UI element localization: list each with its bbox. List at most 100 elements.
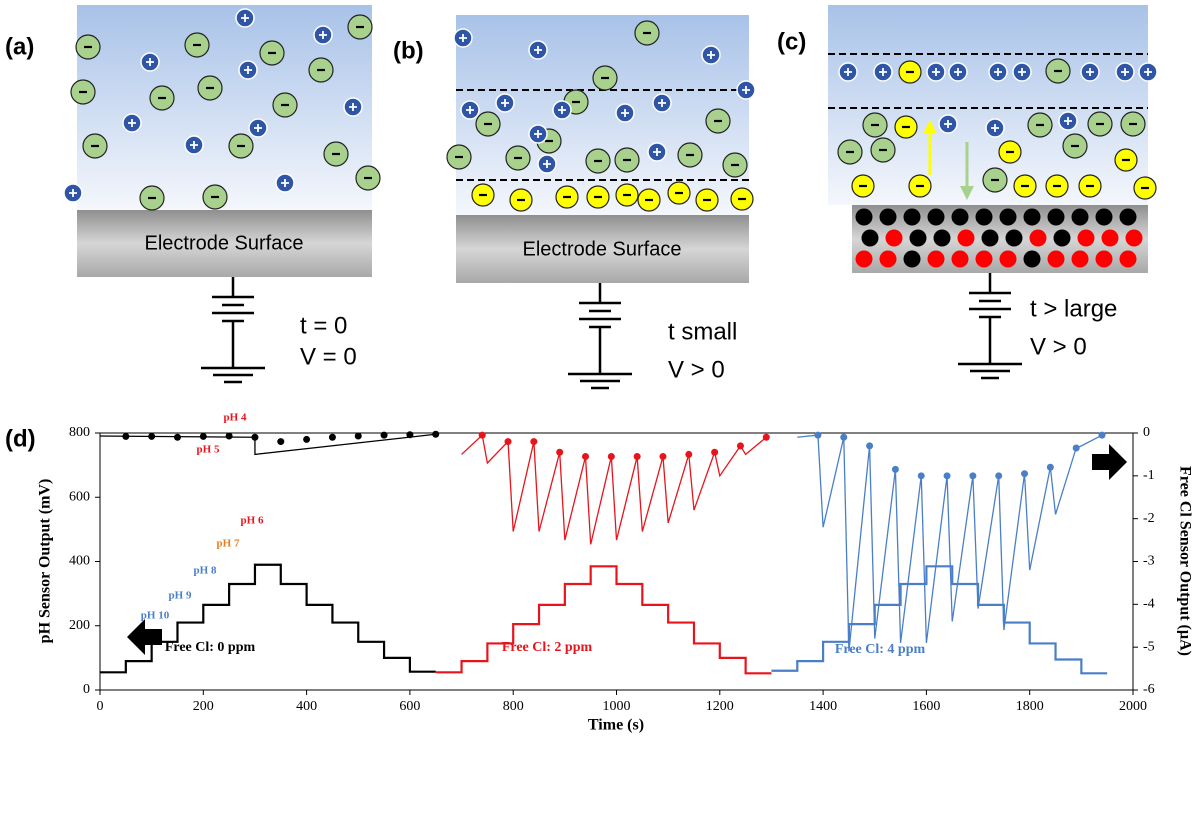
x-tick-label: 2000 — [1119, 699, 1147, 714]
x-tick-label: 1800 — [1016, 699, 1044, 714]
panel-label: (b) — [393, 37, 424, 64]
current-peak — [659, 453, 666, 460]
electrode-atom — [1102, 230, 1119, 247]
condition: V = 0 — [300, 343, 357, 370]
current-peak — [711, 449, 718, 456]
electrode-atom — [880, 209, 897, 226]
x-tick-label: 800 — [503, 699, 524, 714]
electrode-atom — [952, 209, 969, 226]
current-peak — [944, 472, 951, 479]
x-tick-label: 400 — [296, 699, 317, 714]
arrow-left — [127, 619, 162, 655]
figure: Electrode Surface (a) t = 0 V = 0 Electr… — [0, 0, 1197, 835]
current-peak — [505, 438, 512, 445]
electrode-atom — [1048, 251, 1065, 268]
electrode-atom — [928, 209, 945, 226]
electrode-atom — [934, 230, 951, 247]
x-tick-label: 1200 — [706, 699, 734, 714]
electrode-atom — [982, 230, 999, 247]
current-peak — [840, 434, 847, 441]
battery-ground — [958, 273, 1022, 378]
x-tick-label: 200 — [193, 699, 214, 714]
electrode-atom — [910, 230, 927, 247]
electrode-atom — [1030, 230, 1047, 247]
current-peak — [1021, 470, 1028, 477]
current-peak — [381, 432, 388, 439]
x-tick-label: 600 — [399, 699, 420, 714]
ph-trace — [436, 566, 772, 673]
current-peak — [634, 453, 641, 460]
current-peak — [1047, 464, 1054, 471]
x-tick-label: 1000 — [603, 699, 631, 714]
electrode-atom — [1072, 209, 1089, 226]
annotation: Free Cl: 4 ppm — [835, 642, 926, 657]
electrode-atom — [880, 251, 897, 268]
annotation: pH 7 — [217, 538, 240, 550]
current-trace — [797, 435, 1102, 651]
y-tick-label: 200 — [69, 618, 90, 633]
annotation: pH 6 — [241, 515, 264, 527]
y2-tick-label: 0 — [1143, 425, 1150, 440]
current-peak — [406, 431, 413, 438]
current-peak — [1073, 444, 1080, 451]
current-peak — [1099, 432, 1106, 439]
annotation: pH 9 — [169, 590, 192, 602]
electrode-atom — [862, 230, 879, 247]
y-tick-label: 600 — [69, 489, 90, 504]
current-peak — [148, 433, 155, 440]
current-peak — [969, 472, 976, 479]
current-peak — [432, 431, 439, 438]
electrode-atom — [1006, 230, 1023, 247]
electrode-atom — [904, 209, 921, 226]
current-peak — [277, 438, 284, 445]
arrow-right — [1092, 444, 1127, 480]
annotation: pH 4 — [224, 412, 247, 424]
y2-tick-label: -3 — [1143, 554, 1155, 569]
electrode-atom — [1054, 230, 1071, 247]
current-trace — [462, 435, 767, 544]
electrode-atom — [1120, 209, 1137, 226]
page: Electrode Surface (a) t = 0 V = 0 Electr… — [0, 0, 1197, 835]
chart: (d) Time (s) pH Sensor Output (mV) Free … — [5, 425, 1193, 733]
y2-tick-label: -4 — [1143, 597, 1155, 612]
electrode-atom — [1096, 251, 1113, 268]
current-peak — [174, 434, 181, 441]
battery-ground — [568, 283, 632, 388]
panel-label: (c) — [777, 28, 806, 55]
annotation: pH 8 — [194, 565, 217, 577]
current-peak — [892, 466, 899, 473]
current-peak — [226, 432, 233, 439]
electrode-atom — [958, 230, 975, 247]
y-tick-label: 400 — [69, 554, 90, 569]
current-peak — [556, 449, 563, 456]
electrode-atom — [1072, 251, 1089, 268]
y2-tick-label: -1 — [1143, 468, 1155, 483]
electrode-atom — [952, 251, 969, 268]
current-peak — [200, 433, 207, 440]
current-peak — [329, 434, 336, 441]
current-peak — [737, 442, 744, 449]
electrode-atom — [1024, 251, 1041, 268]
electrode-label: Electrode Surface — [523, 238, 682, 260]
electrode-atom — [976, 251, 993, 268]
current-peak — [685, 451, 692, 458]
annotation: Free Cl: 0 ppm — [165, 640, 256, 655]
electrode-atom — [904, 251, 921, 268]
current-peak — [995, 472, 1002, 479]
current-peak — [479, 432, 486, 439]
annotation: pH 10 — [141, 610, 170, 622]
x-axis-title: Time (s) — [588, 717, 644, 734]
y2-tick-label: -5 — [1143, 639, 1155, 654]
condition: t = 0 — [300, 312, 347, 339]
current-peak — [763, 434, 770, 441]
y2-axis-title: Free Cl Sensor Output (µA) — [1176, 466, 1193, 656]
current-peak — [251, 434, 258, 441]
y2-tick-label: -6 — [1143, 682, 1155, 697]
electrode-atom — [1120, 251, 1137, 268]
x-tick-label: 1600 — [912, 699, 940, 714]
current-peak — [582, 453, 589, 460]
current-peak — [866, 442, 873, 449]
electrode-atom — [1000, 209, 1017, 226]
electrode-atom — [1000, 251, 1017, 268]
electrode-atom — [856, 209, 873, 226]
